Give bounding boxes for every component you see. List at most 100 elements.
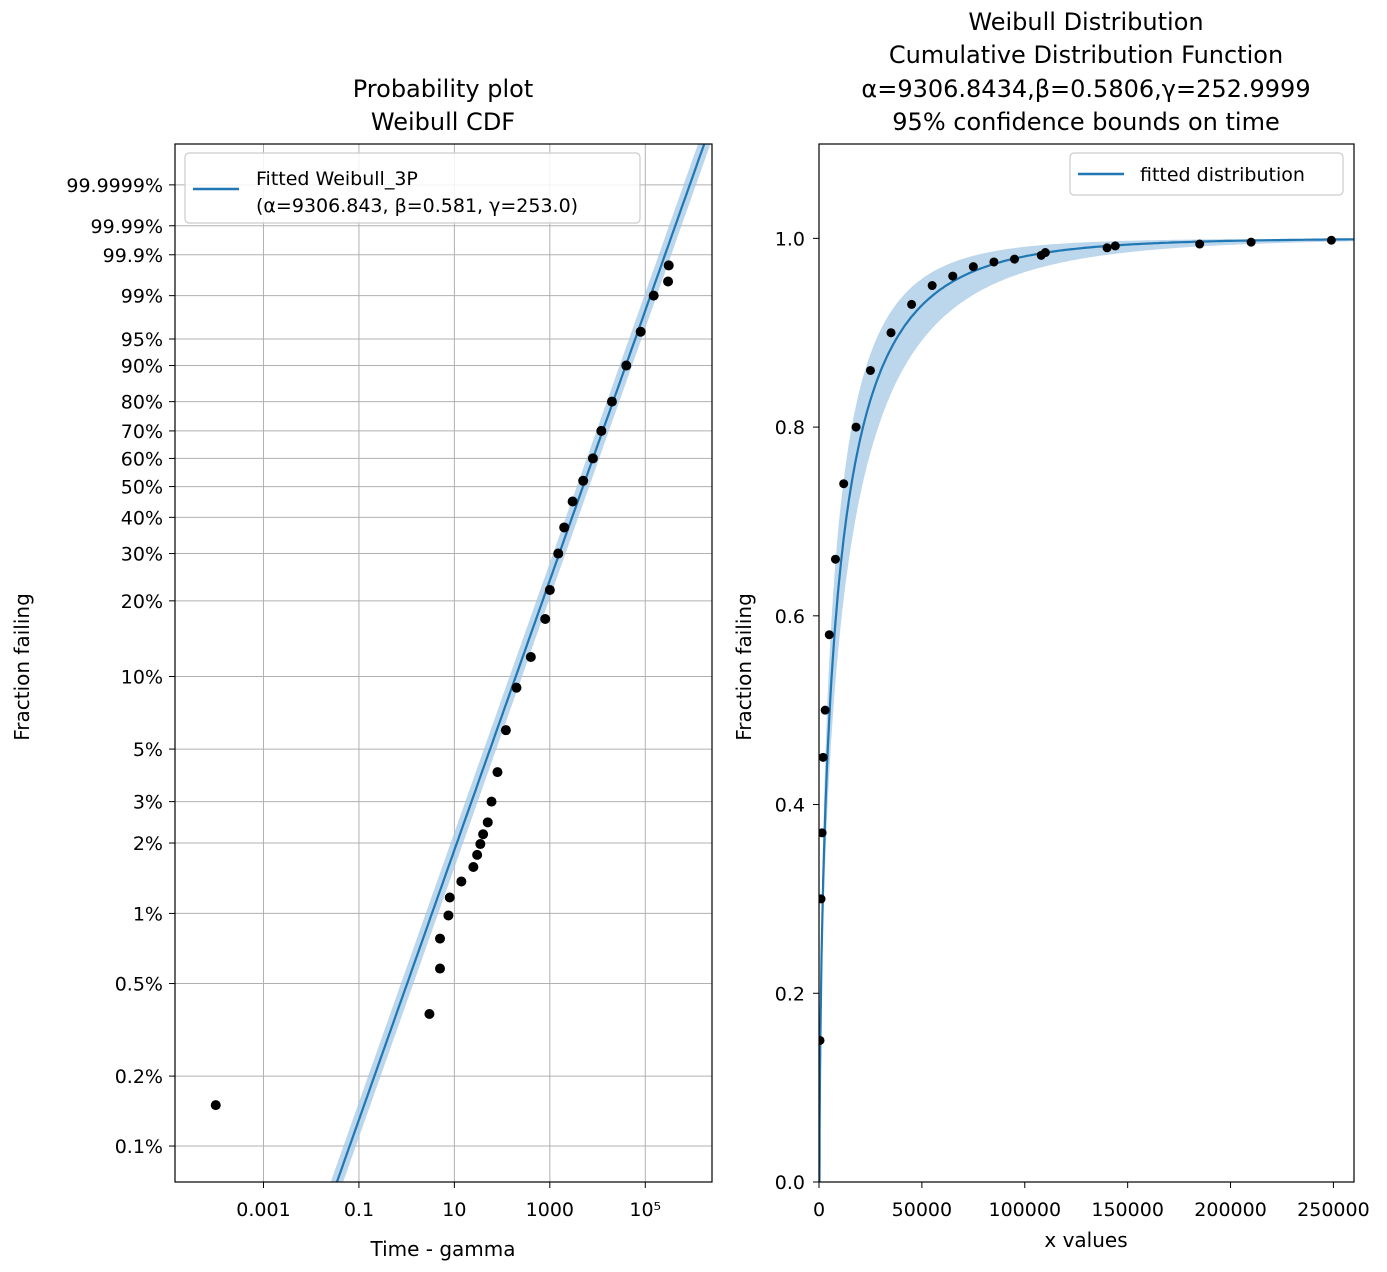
data-point-8 <box>472 849 483 860</box>
data-point-15 <box>511 682 522 693</box>
y-tick-label-9: 30% <box>121 544 163 566</box>
data-point-11 <box>907 299 917 309</box>
y-tick-label-3: 1% <box>133 903 163 925</box>
data-point-13 <box>492 767 503 778</box>
data-point-10 <box>478 829 489 840</box>
probability-plot-y-ticks: 0.1% 0.2% 0.5% 1% 2% 3% 5% 10% 20% 30% 40% 50% 60% 70… <box>66 175 175 1158</box>
data-point-0 <box>819 1035 825 1045</box>
data-point-9 <box>865 365 875 375</box>
data-point-16 <box>525 652 536 663</box>
data-point-3 <box>819 752 828 762</box>
legend-fitted-distribution-label: fitted distribution <box>1140 164 1305 186</box>
data-point-28 <box>648 290 659 301</box>
y-tick-label-1: 0.2% <box>115 1066 163 1088</box>
legend-box <box>184 152 641 224</box>
y-tick-label-1: 0.2 <box>775 983 805 1005</box>
data-point-6 <box>830 554 840 564</box>
data-point-4 <box>443 910 454 921</box>
data-point-27 <box>635 326 646 337</box>
data-point-14 <box>500 725 511 736</box>
cdf-title-line-3: α=9306.8434,β=0.5806,γ=252.9999 <box>861 75 1310 103</box>
x-tick-label-2: 100000 <box>989 1199 1062 1221</box>
x-tick-label-3: 150000 <box>1091 1199 1164 1221</box>
data-point-24 <box>596 425 607 436</box>
x-tick-label-4: 10⁵ <box>629 1199 661 1221</box>
data-point-20 <box>559 522 570 533</box>
data-point-22 <box>578 475 589 486</box>
legend-box <box>1069 152 1344 196</box>
probability-plot-frame <box>174 143 713 1183</box>
probability-plot-grid <box>175 144 712 1182</box>
y-tick-label-19: 99.99% <box>91 216 163 238</box>
cdf-frame <box>818 143 1355 1183</box>
cdf-x-ticks: 0 50000 100000 150000 200000 250000 <box>813 1182 1370 1221</box>
data-point-16 <box>1009 254 1019 264</box>
y-tick-label-2: 0.4 <box>775 795 805 817</box>
probability-plot-panel: Probability plot Weibull CDF 0.001 0.1 10 1… <box>10 75 713 1261</box>
y-tick-label-4: 0.8 <box>775 417 805 439</box>
y-tick-label-5: 3% <box>133 792 163 814</box>
data-point-30 <box>663 260 674 271</box>
x-tick-label-5: 250000 <box>1297 1199 1370 1221</box>
data-point-7 <box>468 862 479 873</box>
x-tick-label-2: 10 <box>442 1199 466 1221</box>
data-point-25 <box>606 396 617 407</box>
data-point-13 <box>948 271 958 281</box>
data-point-12 <box>486 796 497 807</box>
x-tick-label-1: 50000 <box>892 1199 952 1221</box>
data-point-2 <box>435 963 446 974</box>
data-point-7 <box>839 479 849 489</box>
y-tick-label-10: 40% <box>121 507 163 529</box>
data-point-4 <box>820 705 830 715</box>
y-tick-label-16: 95% <box>121 329 163 351</box>
data-point-18 <box>544 585 555 596</box>
data-point-9 <box>475 839 486 850</box>
data-point-21 <box>567 496 578 507</box>
data-point-22 <box>1246 237 1256 247</box>
data-point-15 <box>989 257 999 267</box>
confidence-band <box>819 239 1354 1182</box>
y-tick-label-6: 5% <box>133 739 163 761</box>
data-point-18 <box>1040 248 1050 258</box>
data-point-14 <box>968 262 978 272</box>
data-point-10 <box>886 328 896 338</box>
data-point-20 <box>1110 241 1120 251</box>
y-tick-label-7: 10% <box>121 667 163 689</box>
y-tick-label-5: 1.0 <box>775 228 805 250</box>
data-point-1 <box>819 894 826 904</box>
data-point-1 <box>424 1008 435 1019</box>
y-tick-label-11: 50% <box>121 477 163 499</box>
y-tick-label-8: 20% <box>121 591 163 613</box>
probability-plot-x-ticks: 0.001 0.1 10 1000 10⁵ <box>236 1182 661 1221</box>
probability-plot-x-label: Time - gamma <box>369 1237 515 1261</box>
y-tick-label-15: 90% <box>121 356 163 378</box>
y-tick-label-0: 0.1% <box>115 1136 163 1158</box>
data-point-2 <box>819 828 827 838</box>
data-point-0 <box>210 1100 221 1111</box>
cdf-panel: Weibull Distribution Cumulative Distribu… <box>732 8 1370 1252</box>
data-point-3 <box>435 933 446 944</box>
cdf-title-line-4: 95% confidence bounds on time <box>892 108 1279 136</box>
y-tick-label-2: 0.5% <box>115 974 163 996</box>
cdf-y-label: Fraction failing <box>732 593 756 741</box>
data-point-6 <box>456 876 467 887</box>
data-point-26 <box>621 360 632 371</box>
data-point-11 <box>482 817 493 828</box>
y-tick-label-4: 2% <box>133 833 163 855</box>
legend-fitted-weibull-params: (α=9306.843, β=0.581, γ=253.0) <box>256 195 578 217</box>
data-point-19 <box>1102 243 1112 253</box>
cdf-x-label: x values <box>1044 1228 1127 1252</box>
y-tick-label-13: 70% <box>121 421 163 443</box>
probability-plot-area <box>210 144 711 1182</box>
x-tick-label-0: 0 <box>813 1199 825 1221</box>
y-tick-label-12: 60% <box>121 448 163 470</box>
x-tick-label-0: 0.001 <box>236 1199 290 1221</box>
x-tick-label-3: 1000 <box>526 1199 574 1221</box>
cdf-y-ticks: 0.0 0.2 0.4 0.6 0.8 1.0 <box>775 228 819 1194</box>
y-tick-label-14: 80% <box>121 392 163 414</box>
legend-fitted-weibull-label: Fitted Weibull_3P <box>256 168 418 190</box>
data-point-23 <box>1326 235 1336 245</box>
data-point-12 <box>927 281 937 291</box>
data-point-29 <box>663 276 674 287</box>
